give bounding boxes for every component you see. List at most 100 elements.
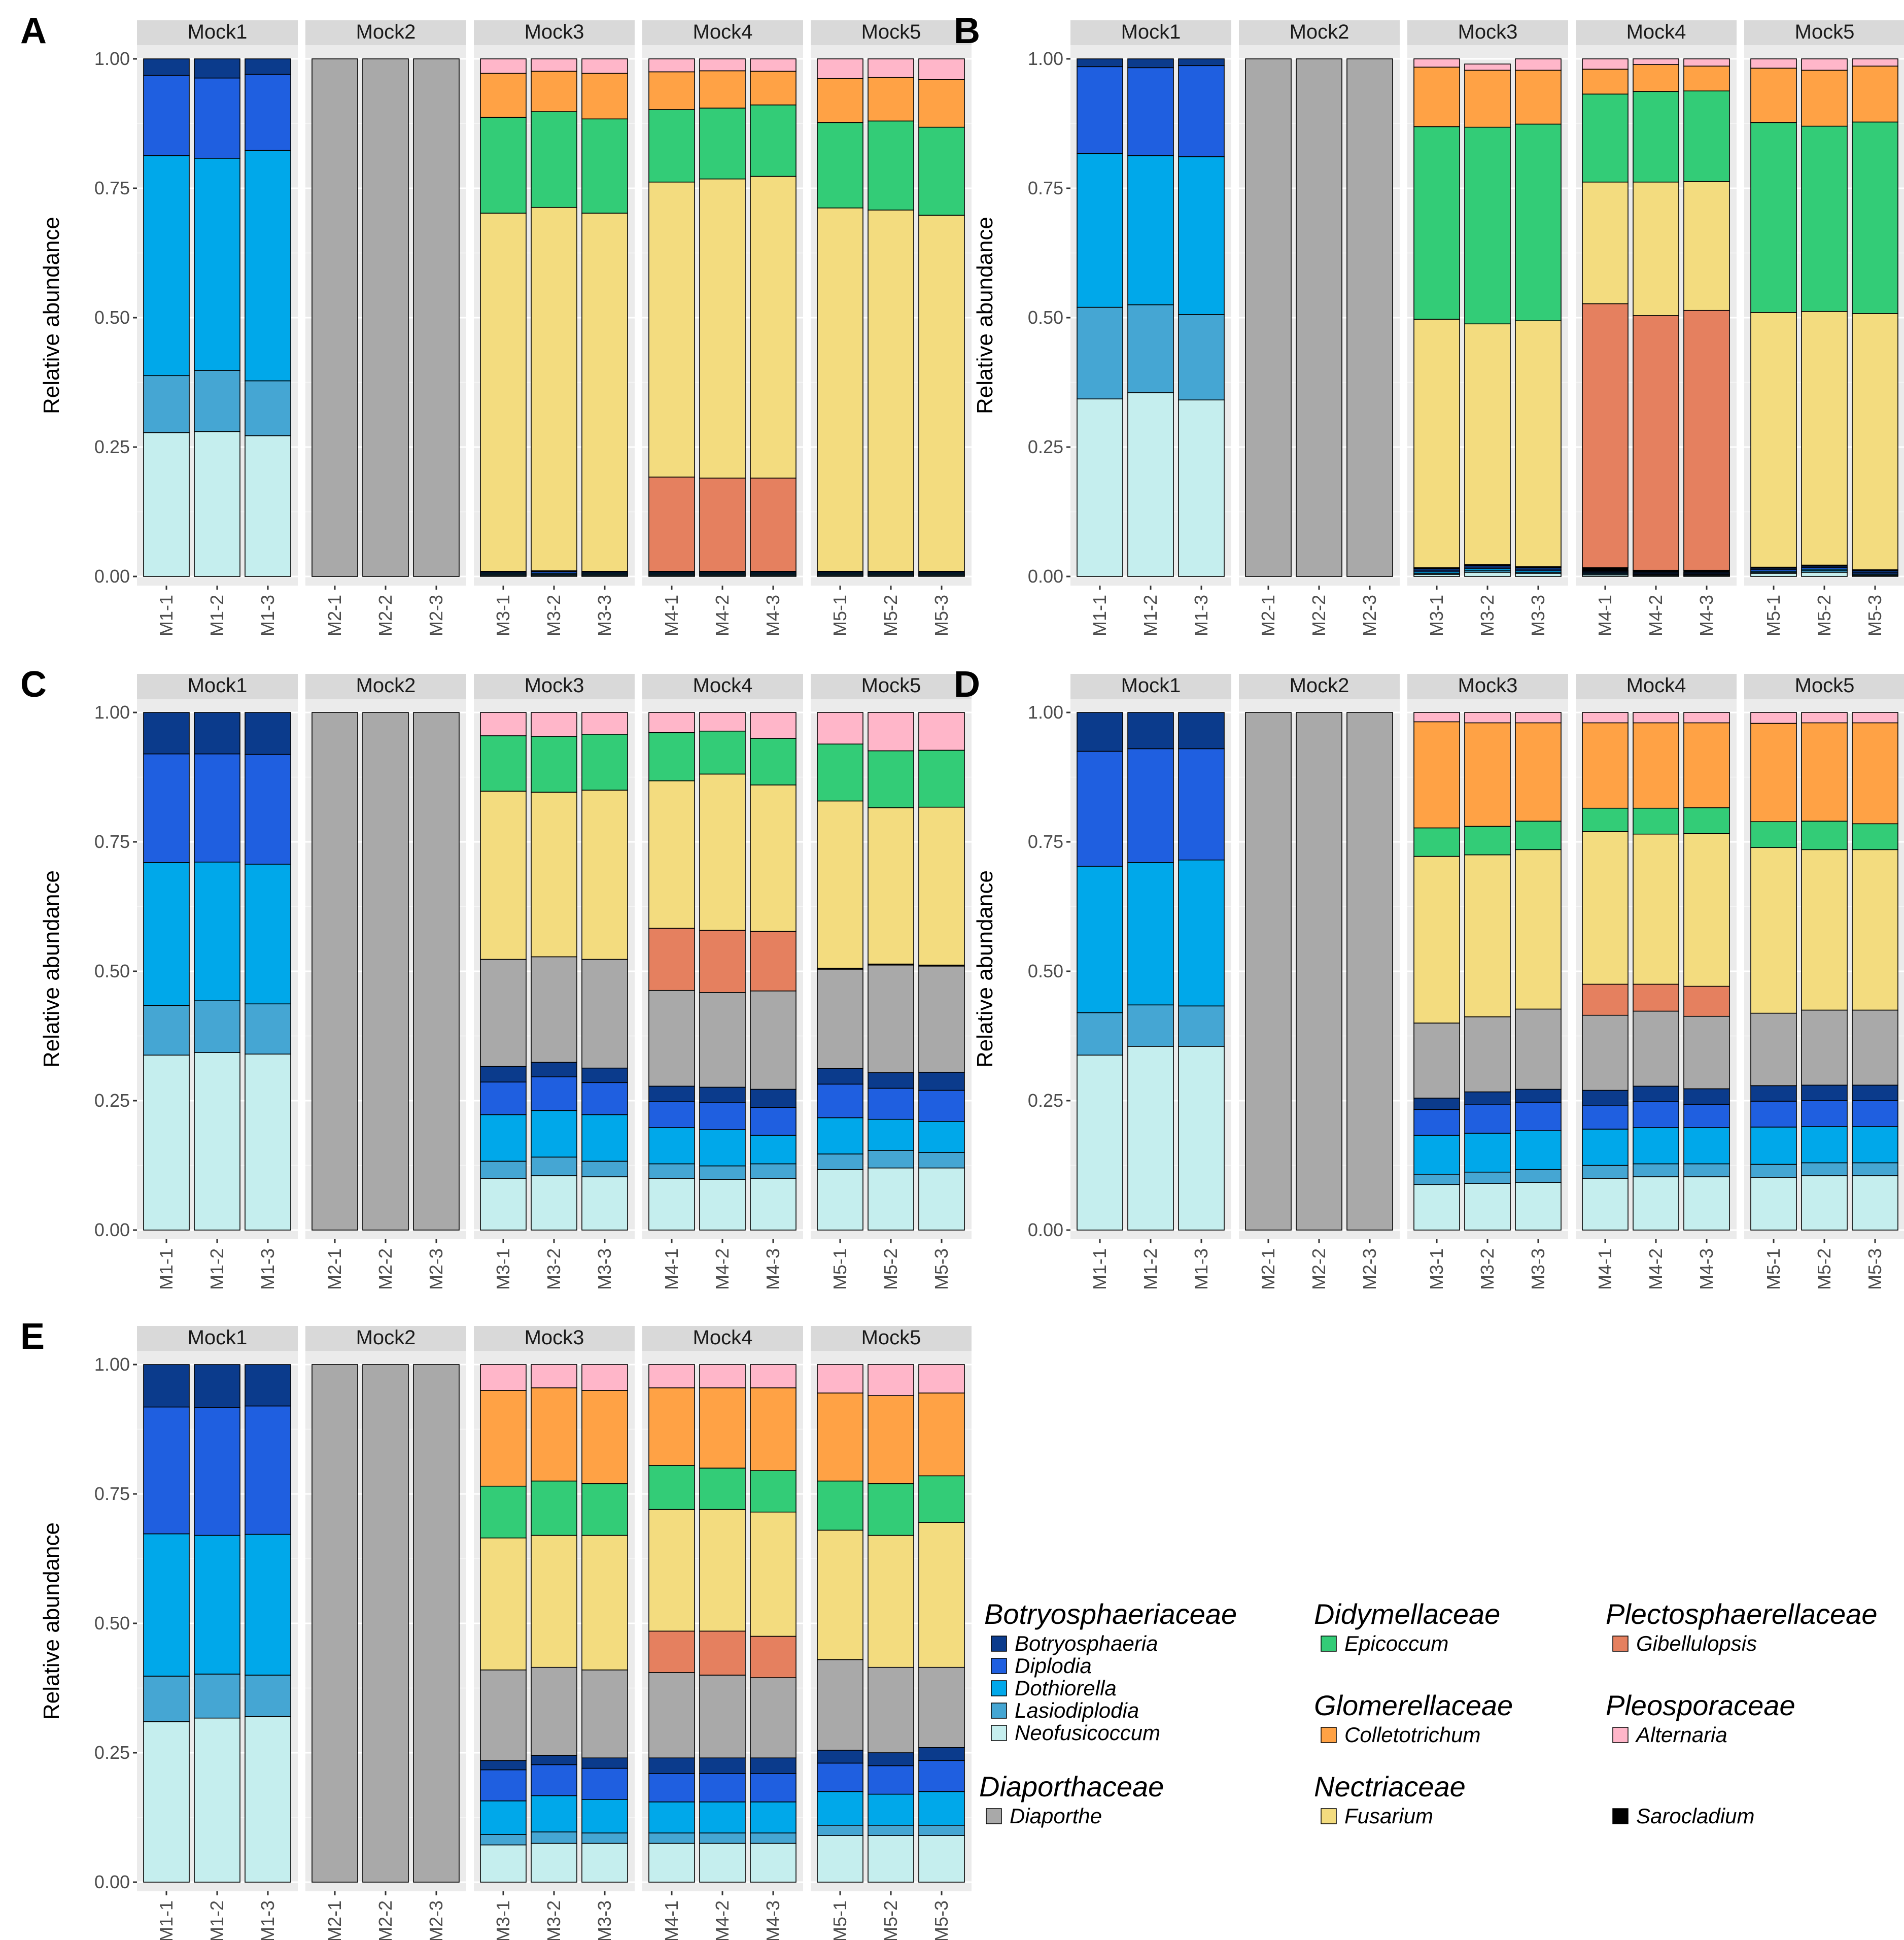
x-tick-label: M2-1 [1258,1248,1278,1290]
bar-segment-m4-3-lasiodiplodia [750,1163,797,1179]
y-tick-label: 0.25 [94,436,130,457]
bar-segment-m3-2-alternaria [1464,63,1511,71]
bar-segment-m3-3-diaporthe [581,1669,628,1758]
panel-A: Relative abundance 0.00 0.25 0.50 0.75 1.00 Mo… [20,11,972,636]
bar-segment-m5-3-colletotrichum [1852,65,1898,123]
bar-segment-m1-3-diplodia [1178,65,1225,157]
x-tick-label: M3-1 [1426,595,1447,636]
facet-strip-label: Mock3 [1458,674,1518,697]
x-tick-label: M3-3 [594,1248,615,1290]
bar-segment-m3-3-alternaria [581,1364,628,1391]
facet-strip [1407,20,1568,45]
x-tick-label: M1-1 [156,595,177,636]
x-tick-label: M2-2 [375,1900,396,1940]
bar-segment-m4-3-fusarium [750,176,797,479]
bar-segment-m4-1-epicoccum [648,732,695,781]
bar-segment-m5-1-colletotrichum [817,78,863,123]
bar-segment-m5-1-alternaria [817,712,863,745]
facet-strip [305,20,466,45]
bar-segment-m5-3-botryosphaeria [918,1747,965,1761]
bar-segment-m3-2-diplodia [1464,1104,1511,1134]
bar-segment-m3-1-fusarium [1413,319,1460,568]
bar-segment-m4-1-alternaria [1582,58,1629,70]
x-tick-label: M4-2 [1645,595,1666,636]
bar-segment-m1-1-dothiorella [143,862,190,1006]
bar-segment-m5-1-lasiodiplodia [817,1153,863,1170]
bar-segment-m4-2-fusarium [699,1509,746,1632]
bar-segment-m3-3-diaporthe [581,959,628,1069]
legend-swatch-diplodia [991,1658,1007,1674]
bar-segment-m5-2-dothiorella [1801,1126,1848,1164]
bar-segment-m1-3-neofusicoccum [1178,399,1225,577]
bar-segment-m2-1-diaporthe [1245,712,1292,1231]
facet-strip-label: Mock2 [1290,674,1349,697]
bar-segment-m2-2-diaporthe [1296,712,1342,1231]
bar-segment-m3-2-colletotrichum [1464,70,1511,128]
bar-segment-m5-1-neofusicoccum [1750,1177,1797,1231]
bar-segment-m5-3-epicoccum [1852,823,1898,850]
bar-segment-m3-2-diplodia [531,1764,577,1796]
bar-segment-m5-1-diplodia [817,1762,863,1792]
x-tick-label: M4-1 [1595,595,1615,636]
bar-segment-m1-1-botryosphaeria [143,1364,190,1408]
bar-segment-m5-1-alternaria [817,58,863,79]
bar-segment-m3-3-diaporthe [1515,1008,1562,1090]
bar-segment-m3-1-diplodia [1413,1109,1460,1136]
bar-segment-m3-1-botryosphaeria [480,1760,527,1771]
legend-genus-label: Colletotrichum [1344,1723,1480,1747]
bar-segment-m3-2-epicoccum [1464,126,1511,325]
legend-genus-label: Lasiodiplodia [1015,1698,1139,1722]
bar-segment-m5-2-diaporthe [868,964,914,1073]
x-tick-label: M1-2 [206,1248,227,1290]
bar-segment-m5-1-fusarium [1750,312,1797,568]
bar-segment-m5-2-alternaria [1801,58,1848,71]
bar-segment-m1-1-botryosphaeria [143,58,190,76]
bar-segment-m4-2-dothiorella [699,1801,746,1833]
bar-segment-m5-2-neofusicoccum [868,1835,914,1883]
legend-family-title: Didymellaceae [1314,1598,1500,1630]
bar-segment-m3-3-lasiodiplodia [581,1161,628,1177]
x-tick-label: M4-3 [1696,595,1717,636]
bar-segment-m3-2-epicoccum [531,111,577,208]
bar-segment-m1-3-botryosphaeria [1178,58,1225,66]
bar-segment-m1-2-dothiorella [1127,862,1174,1006]
bar-segment-m4-3-botryosphaeria [1683,1088,1730,1105]
legend-genus-label: Diplodia [1015,1654,1092,1678]
bar-segment-m5-2-lasiodiplodia [868,1150,914,1169]
bar-segment-m1-1-diplodia [143,75,190,156]
bar-segment-m5-2-diplodia [868,1087,914,1120]
bar-segment-m2-3-diaporthe [413,712,460,1231]
bar-segment-m3-2-fusarium [1464,323,1511,565]
bar-segment-m4-1-lasiodiplodia [648,1163,695,1179]
bar-segment-m3-3-diplodia [1515,1102,1562,1131]
bar-segment-m5-2-epicoccum [1801,125,1848,312]
bar-segment-m5-1-fusarium [817,207,863,572]
bar-segment-m4-2-diaporthe [699,1675,746,1758]
facet-strip [137,1326,298,1351]
bar-segment-m1-2-dothiorella [194,158,240,371]
bar-segment-m3-1-botryosphaeria [1413,1098,1460,1110]
bar-segment-m4-3-colletotrichum [750,1387,797,1471]
facet-strip-label: Mock4 [1626,674,1686,697]
bar-segment-m1-1-lasiodiplodia [1077,1012,1123,1056]
bar-segment-m4-3-fusarium [750,785,797,932]
bar-segment-m3-1-diplodia [480,1769,527,1801]
bar-segment-m3-2-colletotrichum [531,1387,577,1482]
bar-segment-m4-2-epicoccum [699,108,746,180]
bar-segment-m4-1-fusarium [648,181,695,478]
bar-segment-m5-3-alternaria [918,712,965,751]
bar-segment-m5-1-colletotrichum [1750,723,1797,823]
bar-segment-m5-3-neofusicoccum [1852,1175,1898,1231]
x-tick-label: M3-2 [1477,1248,1498,1290]
bar-segment-m1-2-botryosphaeria [1127,712,1174,750]
legend-swatch-epicoccum [1321,1636,1337,1652]
bar-segment-m3-2-alternaria [1464,712,1511,724]
bar-segment-m3-3-diplodia [581,1767,628,1800]
bar-segment-m2-1-diaporthe [311,58,358,577]
bar-segment-m1-1-neofusicoccum [143,1721,190,1883]
bar-segment-m3-1-alternaria [1413,712,1460,723]
bar-segment-m4-2-fusarium [699,178,746,479]
bar-segment-m2-2-diaporthe [362,712,409,1231]
bar-segment-m3-1-diaporthe [480,1669,527,1761]
